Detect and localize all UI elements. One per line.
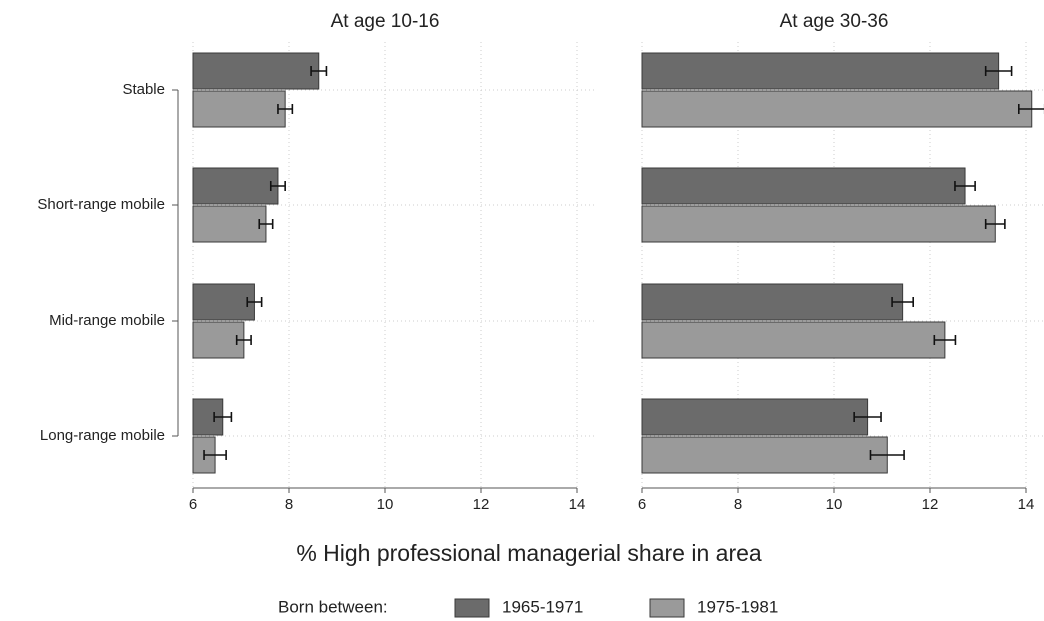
y-tick-label: Long-range mobile: [40, 427, 165, 444]
x-tick-label: 6: [189, 496, 197, 513]
legend-label: 1965-1971: [502, 597, 583, 616]
error-bar: [269, 181, 286, 191]
x-tick-label: 10: [826, 496, 843, 513]
y-tick-label: Stable: [122, 81, 165, 98]
bar: [192, 52, 320, 90]
x-tick-label: 14: [1018, 496, 1035, 513]
error-bar: [853, 412, 882, 422]
error-bar: [258, 219, 274, 229]
x-tick-label: 14: [569, 496, 586, 513]
bar: [641, 283, 904, 321]
bar: [641, 321, 946, 359]
bar: [192, 90, 286, 128]
error-bar: [869, 450, 905, 460]
error-bar: [310, 66, 328, 76]
legend-label: 1975-1981: [697, 597, 778, 616]
error-bar: [954, 181, 976, 191]
x-tick-label: 8: [285, 496, 293, 513]
bar: [641, 205, 996, 243]
legend-swatch: [454, 598, 490, 618]
bar: [641, 90, 1033, 128]
error-bar: [891, 297, 914, 307]
bar: [192, 321, 245, 359]
x-axis-label: % High professional managerial share in …: [296, 540, 762, 566]
error-bar: [246, 297, 263, 307]
bar: [641, 398, 869, 436]
legend-title: Born between:: [278, 597, 388, 616]
bar: [192, 205, 267, 243]
panel-title: At age 10-16: [331, 11, 440, 32]
error-bar: [235, 335, 252, 345]
bar: [641, 52, 1000, 90]
x-tick-label: 12: [922, 496, 939, 513]
error-bar: [984, 219, 1006, 229]
bar: [641, 167, 966, 205]
error-bar: [277, 104, 294, 114]
y-tick-label: Mid-range mobile: [49, 312, 165, 329]
x-tick-label: 8: [734, 496, 742, 513]
legend-swatch: [649, 598, 685, 618]
error-bar: [213, 412, 233, 422]
error-bar: [933, 335, 957, 345]
bar: [192, 283, 255, 321]
error-bar: [984, 66, 1013, 76]
x-tick-label: 6: [638, 496, 646, 513]
panel-title: At age 30-36: [780, 11, 889, 32]
y-tick-label: Short-range mobile: [37, 196, 165, 213]
x-tick-label: 10: [377, 496, 394, 513]
bar: [641, 436, 888, 474]
error-bar: [1018, 104, 1044, 114]
error-bar: [203, 450, 227, 460]
bar: [192, 167, 279, 205]
x-tick-label: 12: [473, 496, 490, 513]
